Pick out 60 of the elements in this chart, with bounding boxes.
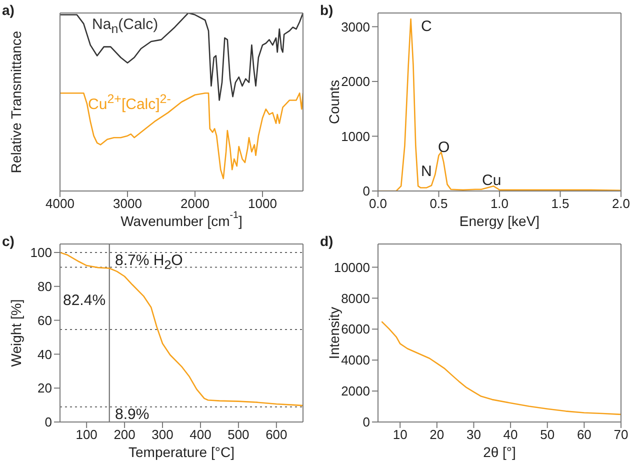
y-tick-label: 40 (38, 346, 52, 362)
text: b) (320, 2, 334, 18)
line-series (381, 320, 621, 416)
x-tick-label: 100 (76, 427, 98, 442)
text: a) (2, 2, 14, 18)
annotation: N (421, 163, 432, 180)
annotation: O (438, 139, 450, 156)
y-tick-label: 20 (38, 380, 52, 396)
x-tick-label: 1.0 (490, 196, 509, 212)
y-tick-label: 2000 (341, 384, 370, 399)
x-tick-label: 3000 (113, 196, 142, 212)
x-axis-title: Energy [keV] (459, 213, 540, 229)
y-tick-label: 10000 (334, 260, 370, 275)
x-tick-label: 10 (392, 427, 408, 442)
annotation: Cu (482, 172, 502, 189)
y-axis-title: Relative Transmittance (8, 30, 24, 174)
x-tick-label: 500 (228, 427, 250, 442)
x-tick-label: 60 (576, 427, 592, 442)
y-tick-label: 0 (362, 414, 370, 430)
x-tick-label: 2000 (180, 196, 210, 212)
annotation: 82.4% (63, 292, 106, 309)
y-tick-label: 80 (38, 278, 52, 294)
y-tick-label: 0 (44, 414, 52, 430)
x-tick-label: 400 (190, 427, 212, 442)
y-tick-label: 8000 (341, 290, 370, 306)
x-tick-label: 20 (430, 427, 444, 442)
series-label: Na$_{n}$(Calc) (92, 16, 158, 36)
x-tick-label: 600 (266, 427, 288, 442)
annotation: 8.9% (115, 406, 150, 423)
x-tick-label: 40 (503, 427, 518, 442)
y-axis-title: Weight [%] (8, 299, 24, 367)
annotation: 8.7% H$_{2}$O (115, 252, 183, 272)
y-tick-label: 1000 (341, 128, 370, 144)
y-tick-label: 100 (30, 245, 52, 260)
line-series (60, 252, 303, 406)
text: c) (2, 233, 14, 249)
x-tick-label: 300 (152, 427, 174, 442)
x-tick-label: 50 (540, 427, 555, 442)
y-tick-label: 0 (362, 184, 370, 199)
annotation: C (421, 18, 432, 35)
x-axis-title: Temperature [°C] (128, 444, 234, 460)
x-tick-label: 1000 (248, 196, 277, 212)
y-axis-title: Intensity (326, 306, 342, 360)
y-tick-label: 3000 (341, 19, 370, 34)
y-tick-label: 6000 (341, 322, 370, 337)
series-label: Cu$^{2+}$[Calc]$^{2-}$ (88, 92, 171, 113)
x-tick-label: 70 (614, 427, 628, 442)
y-tick-label: 4000 (341, 352, 370, 368)
text: d) (320, 233, 334, 249)
x-tick-label: 200 (114, 427, 136, 442)
x-tick-label: 2.0 (612, 196, 630, 212)
x-axis-title: Wavenumber [cm$^{-1}$] (120, 210, 242, 229)
x-tick-label: 0.0 (368, 196, 388, 212)
y-tick-label: 2000 (341, 74, 370, 90)
x-axis-title: 2θ [°] (483, 444, 516, 460)
x-tick-label: 1.5 (551, 196, 570, 212)
y-tick-label: 60 (38, 312, 52, 328)
y-axis-title: Counts (326, 80, 342, 124)
x-tick-label: 0.5 (430, 196, 448, 212)
x-tick-label: 30 (466, 427, 481, 442)
